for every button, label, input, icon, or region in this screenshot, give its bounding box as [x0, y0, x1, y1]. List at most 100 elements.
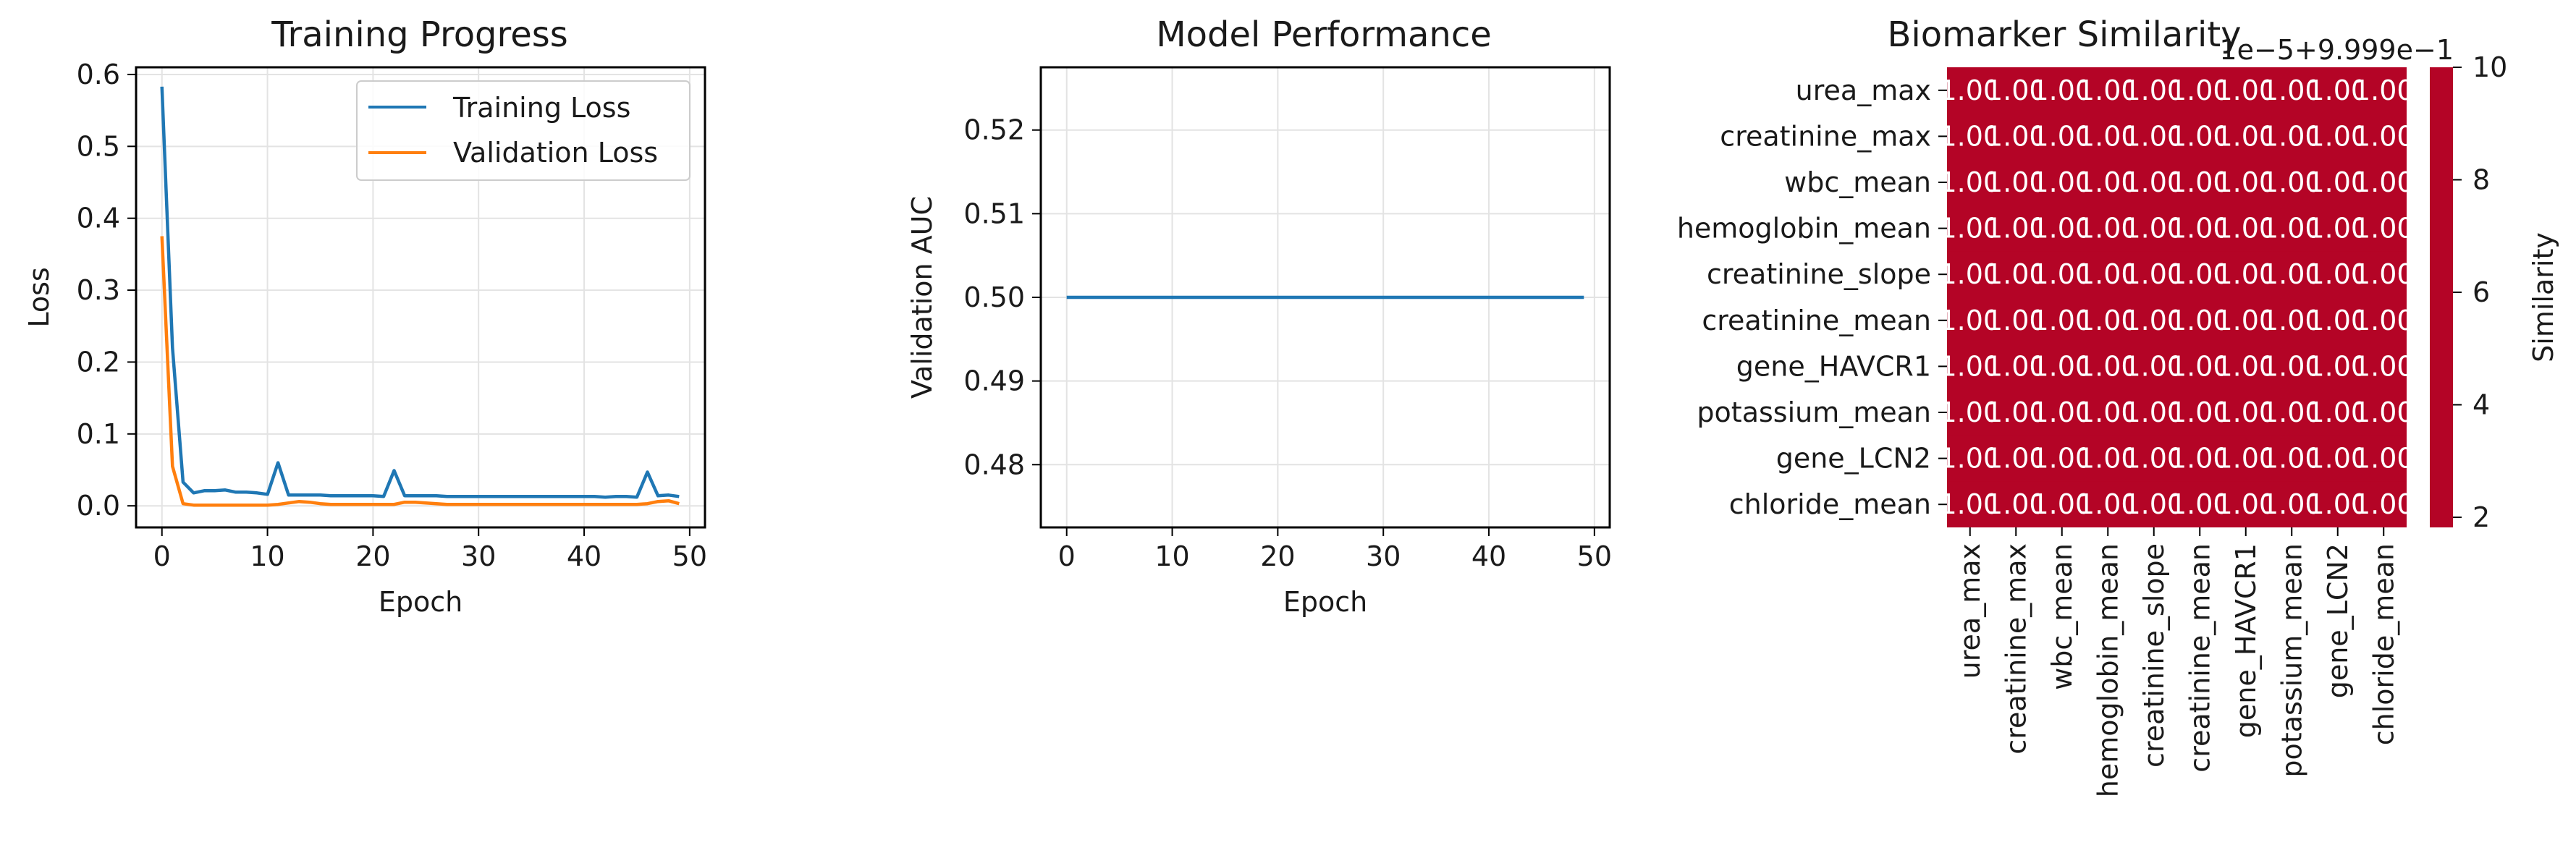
cell-value-label: 1.00 — [2077, 258, 2139, 290]
column-label: gene_HAVCR1 — [2230, 543, 2262, 738]
cell-value-label: 1.00 — [1985, 488, 2047, 520]
heatmap-cell — [1947, 389, 1993, 436]
heatmap-cell — [2039, 113, 2085, 160]
heatmap-cell — [2315, 435, 2361, 482]
cell-value-label: 1.00 — [2261, 120, 2323, 152]
cell-value-label: 1.00 — [2169, 75, 2231, 106]
heatmap-cell — [2176, 67, 2223, 114]
heatmap-cell — [2039, 159, 2085, 205]
y-axis-label: Validation AUC — [906, 196, 938, 399]
heatmap-cell — [1993, 389, 2039, 436]
row-label: creatinine_mean — [1702, 305, 1931, 336]
cell-value-label: 1.00 — [2353, 488, 2415, 520]
cell-value-label: 1.00 — [2031, 396, 2093, 428]
cell-value-label: 1.00 — [2353, 396, 2415, 428]
panel-model-performance: Model Performance 0 10 20 30 40 50 0.480.490.… — [906, 14, 1612, 618]
heatmap-cell — [2360, 113, 2407, 160]
cell-value-label: 1.00 — [2215, 396, 2276, 428]
cell-value-label: 1.00 — [2215, 213, 2276, 245]
heatmap-cell — [1947, 297, 1993, 344]
y-tick-label: 0.5 — [77, 130, 120, 162]
heatmap-cell — [2268, 67, 2315, 114]
heatmap-cell — [1993, 251, 2039, 297]
x-tick-label: 40 — [567, 540, 601, 572]
heatmap-cell — [2039, 389, 2085, 436]
colorbar-tick-label: 4 — [2472, 389, 2490, 421]
cell-value-label: 1.00 — [2261, 488, 2323, 520]
x-tick-label: 0 — [153, 540, 171, 572]
x-tick-label: 30 — [1366, 540, 1401, 572]
cell-value-label: 1.00 — [1939, 213, 2001, 245]
heatmap-cell — [2268, 343, 2315, 390]
cell-value-label: 1.00 — [1985, 350, 2047, 382]
heatmap-cell — [2315, 297, 2361, 344]
cell-value-label: 1.00 — [2215, 350, 2276, 382]
column-label: creatinine_slope — [2138, 543, 2170, 768]
row-labels: urea_max creatinine_max wbc_mean hemoglobin… — [1677, 75, 1947, 520]
heatmap-cell — [2360, 435, 2407, 482]
heatmap-cell — [2131, 435, 2177, 482]
row-label: chloride_mean — [1729, 488, 1931, 520]
cell-value-label: 1.00 — [2307, 305, 2368, 336]
row-label: gene_HAVCR1 — [1736, 350, 1931, 382]
cell-value-label: 1.00 — [2215, 305, 2276, 336]
cell-value-label: 1.00 — [2123, 120, 2184, 152]
cell-value-label: 1.00 — [2031, 305, 2093, 336]
heatmap-cell — [2268, 159, 2315, 205]
x-tick-label: 50 — [672, 540, 707, 572]
cell-value-label: 1.00 — [2261, 213, 2323, 245]
y-tick-label: 0.48 — [963, 449, 1025, 480]
cell-value-label: 1.00 — [2077, 396, 2139, 428]
column-label: creatinine_max — [2000, 543, 2032, 755]
heatmap-cell — [2268, 251, 2315, 297]
colorbar-ticks: 2 4 6 8 10 — [2453, 51, 2507, 533]
cell-value-label: 1.00 — [1939, 75, 2001, 106]
x-tick-label: 30 — [461, 540, 496, 572]
heatmap-cell — [2085, 67, 2131, 114]
cell-value-label: 1.00 — [1985, 120, 2047, 152]
cell-value-label: 1.00 — [2307, 166, 2368, 198]
cell-value-label: 1.00 — [1939, 443, 2001, 475]
heatmap-cell — [2315, 481, 2361, 527]
heatmap-cell — [2176, 389, 2223, 436]
heatmap-cell — [1993, 297, 2039, 344]
column-label: gene_LCN2 — [2322, 543, 2354, 698]
cell-value-label: 1.00 — [2307, 396, 2368, 428]
heatmap-cell — [2223, 251, 2269, 297]
cell-value-label: 1.00 — [1985, 443, 2047, 475]
cell-value-label: 1.00 — [2169, 120, 2231, 152]
legend: Training Loss Validation Loss — [356, 80, 691, 181]
heatmap-cell — [1993, 343, 2039, 390]
heatmap-cell — [2085, 343, 2131, 390]
heatmap-cell — [2315, 67, 2361, 114]
heatmap-cell — [2360, 297, 2407, 344]
heatmap-cell — [1947, 205, 1993, 252]
heatmap-cell — [2176, 159, 2223, 205]
cell-value-label: 1.00 — [2307, 213, 2368, 245]
cell-value-label: 1.00 — [2215, 120, 2276, 152]
cell-value-label: 1.00 — [2307, 258, 2368, 290]
heatmap-cell — [2176, 251, 2223, 297]
heatmap-cell — [1947, 113, 1993, 160]
cell-value-label: 1.00 — [2077, 120, 2139, 152]
cell-value-label: 1.00 — [1985, 258, 2047, 290]
cell-value-label: 1.00 — [2353, 75, 2415, 106]
y-tick-label: 0.1 — [77, 418, 120, 450]
heatmap-cell — [2131, 481, 2177, 527]
cell-value-label: 1.00 — [1939, 305, 2001, 336]
cell-value-label: 1.00 — [2261, 305, 2323, 336]
heatmap-cell — [2085, 113, 2131, 160]
cell-value-label: 1.00 — [2031, 213, 2093, 245]
cell-value-label: 1.00 — [1985, 305, 2047, 336]
cell-value-label: 1.00 — [2215, 258, 2276, 290]
heatmap-cell — [2268, 435, 2315, 482]
x-tick-label: 40 — [1471, 540, 1506, 572]
cell-value-label: 1.00 — [2031, 120, 2093, 152]
heatmap-cell — [2268, 205, 2315, 252]
cell-value-label: 1.00 — [1939, 350, 2001, 382]
cell-value-label: 1.00 — [2353, 350, 2415, 382]
heatmap-cell — [2360, 481, 2407, 527]
cell-value-label: 1.00 — [2353, 258, 2415, 290]
cell-value-label: 1.00 — [2353, 443, 2415, 475]
cell-value-label: 1.00 — [2123, 305, 2184, 336]
